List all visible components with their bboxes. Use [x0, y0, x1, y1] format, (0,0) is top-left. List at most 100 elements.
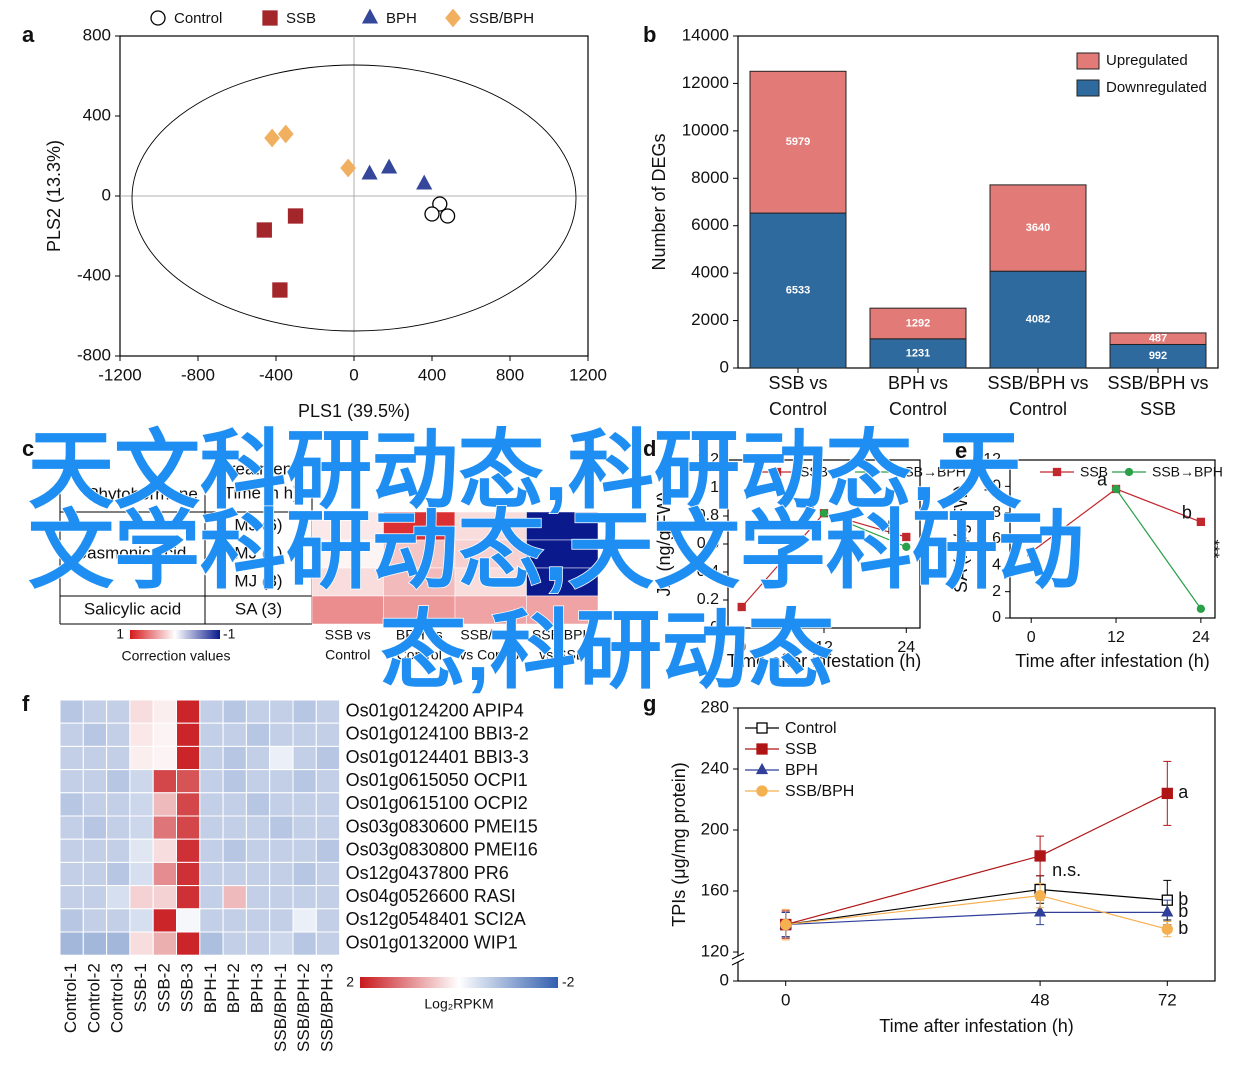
heatmap-cell: [152, 931, 177, 956]
y-tick-label: 0: [710, 619, 719, 636]
x-axis-label: Time after infestation (h): [879, 1016, 1073, 1036]
legend-marker: [1052, 467, 1062, 477]
legend-label: SSB: [785, 741, 817, 758]
y-tick-label: 160: [701, 881, 729, 900]
column-label: vs Control: [459, 647, 522, 663]
axis-break: [731, 952, 745, 960]
legend-label: SSB/BPH: [469, 10, 534, 27]
heatmap-cell: [269, 861, 294, 887]
y-tick-label: 0.6: [697, 535, 719, 552]
legend-label: SSB→BPH: [895, 464, 966, 480]
bar-segment: [869, 307, 967, 340]
row-label: Os01g0124200 APIP4: [346, 700, 524, 720]
heatmap-cell: [129, 815, 154, 840]
y-tick-label: 0.4: [697, 563, 719, 580]
heatmap-cell: [269, 792, 294, 817]
legend-label: SSB→BPH: [1152, 464, 1223, 480]
heatmap-cell: [59, 861, 84, 887]
heatmap-cell: [292, 815, 317, 840]
row-label: Os12g0548401 SCI2A: [346, 909, 526, 929]
heatmap-cell: [199, 745, 224, 771]
heatmap-cell: [176, 699, 201, 724]
column-label: Control-3: [108, 963, 127, 1033]
heatmap-cell: [269, 885, 294, 910]
x-axis-label: PLS1 (39.5%): [298, 401, 410, 421]
heatmap-cell: [129, 769, 154, 794]
heatmap-cell: [176, 908, 201, 933]
x-tick-label: 800: [496, 365, 524, 384]
legend-label: Control: [785, 720, 837, 737]
column-label: Control: [325, 647, 370, 663]
y-tick-label: 1: [710, 479, 719, 496]
x-tick-label: 12: [1107, 629, 1125, 646]
table-header: Treatment: [220, 459, 297, 478]
heatmap-cell: [454, 539, 527, 569]
axis-break-gap: [732, 956, 744, 962]
plot-frame: [737, 707, 1216, 982]
heatmap-cell: [383, 539, 456, 569]
heatmap-cell: [129, 722, 154, 747]
point-label: a: [805, 494, 816, 514]
heatmap-cell: [82, 699, 108, 724]
heatmap-cell: [315, 908, 341, 933]
legend-label: SSB/BPH: [785, 783, 854, 800]
y-tick-label: 0.2: [697, 591, 719, 608]
value-label: 5979: [786, 136, 810, 148]
legend-marker: [445, 8, 461, 28]
x-axis-label: Time after infestation (h): [1015, 651, 1209, 671]
heatmap-cell: [315, 745, 341, 771]
y-tick-label: 10: [983, 478, 1001, 495]
heatmap-cell: [129, 885, 154, 910]
y-tick-label: 4: [992, 557, 1001, 574]
heatmap-cell: [292, 792, 317, 817]
x-tick-label: BPH vs: [888, 373, 948, 393]
heatmap-cell: [176, 745, 201, 771]
marker: [902, 542, 911, 551]
legend-marker: [867, 467, 877, 477]
column-label: SSB-2: [154, 963, 173, 1012]
marker: [1111, 484, 1121, 494]
value-label: 1292: [906, 317, 930, 329]
heatmap-cell: [82, 908, 108, 933]
heatmap-cell: [106, 769, 131, 794]
y-tick-label: -400: [77, 265, 111, 284]
bar-segment: [989, 270, 1087, 369]
x-tick-label: Control: [1009, 399, 1067, 419]
heatmap-cell: [245, 885, 271, 910]
heatmap-cell: [129, 699, 154, 724]
marker: [1034, 850, 1046, 862]
legend-marker: [262, 10, 278, 26]
y-tick-label: 120: [701, 942, 729, 961]
y-tick-label: 6000: [691, 215, 729, 234]
x-tick-label: Control: [889, 399, 947, 419]
row-label: Os04g0526600 RASI: [346, 886, 516, 906]
heatmap-cell: [292, 699, 317, 724]
colorbar-max: 1: [116, 626, 124, 642]
heatmap-cell: [526, 539, 599, 569]
x-tick-label: 0: [349, 365, 358, 384]
y-tick-label: 4000: [691, 263, 729, 282]
heatmap-cell: [222, 769, 247, 794]
heatmap-cell: [292, 769, 317, 794]
y-tick-label: 8000: [691, 168, 729, 187]
marker: [439, 208, 456, 224]
heatmap-cell: [292, 722, 317, 747]
marker: [780, 918, 792, 931]
x-tick-label: 0: [737, 639, 746, 656]
heatmap-cell: [269, 815, 294, 840]
marker: [416, 174, 433, 190]
heatmap-cell: [59, 908, 84, 933]
heatmap-cell: [129, 792, 154, 817]
column-label: SSB-1: [131, 963, 150, 1012]
x-tick-label: 72: [1158, 990, 1177, 1009]
x-tick-label: 24: [897, 639, 915, 656]
y-tick-label: 14000: [682, 25, 729, 44]
heatmap-cell: [315, 769, 341, 794]
heatmap-cell: [82, 722, 108, 747]
y-tick-label: 200: [701, 819, 729, 838]
row-label: Os03g0830600 PMEI15: [346, 816, 538, 836]
value-label: 3640: [1026, 222, 1050, 234]
marker: [381, 158, 398, 174]
colorbar-label: Correction values: [122, 648, 231, 664]
